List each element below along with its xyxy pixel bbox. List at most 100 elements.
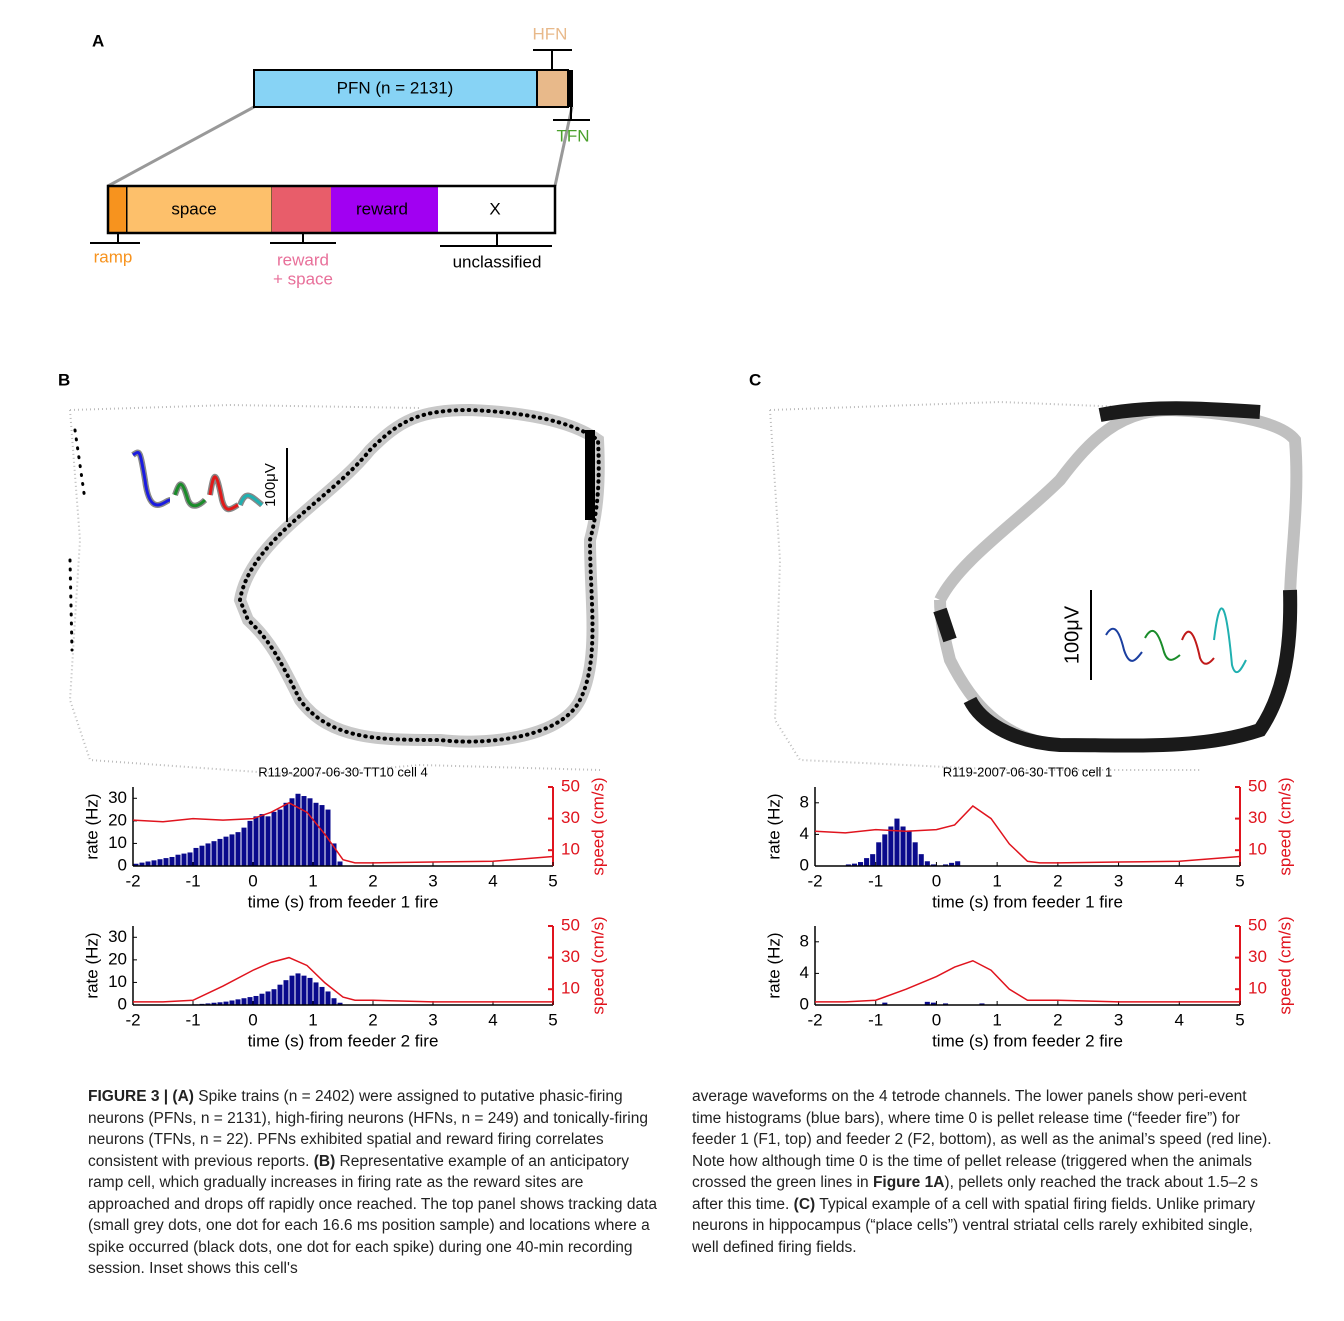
bar xyxy=(876,842,882,866)
space-label: space xyxy=(171,199,216,218)
bar xyxy=(259,814,265,866)
x-tick-label: -1 xyxy=(185,871,200,890)
waveform xyxy=(238,494,263,507)
x-tick-label: 5 xyxy=(548,871,557,890)
bracket xyxy=(440,233,552,247)
chart-title: R119-2007-06-30-TT06 cell 1 xyxy=(943,764,1113,779)
x-tick-label: 5 xyxy=(548,1010,557,1029)
reward-label: reward xyxy=(356,199,408,218)
bar xyxy=(241,998,247,1005)
bar xyxy=(307,798,313,866)
bar xyxy=(271,811,277,866)
y-tick-label: 0 xyxy=(800,994,809,1013)
bar xyxy=(205,1003,211,1005)
bar xyxy=(157,859,163,866)
x-label: X xyxy=(489,199,500,218)
bar xyxy=(313,802,319,866)
x-tick-label: 2 xyxy=(1053,871,1062,890)
waveform xyxy=(208,475,239,511)
bar xyxy=(247,997,253,1005)
y-tick-label: 4 xyxy=(800,824,809,843)
x-tick-label: 5 xyxy=(1235,1010,1244,1029)
bar xyxy=(211,841,217,866)
panel-label: A xyxy=(92,31,104,50)
x-tick-label: 2 xyxy=(1053,1010,1062,1029)
unclassified-box xyxy=(438,186,555,233)
y2-tick-label: 10 xyxy=(561,840,580,859)
x-axis-label: time (s) from feeder 2 fire xyxy=(932,1031,1123,1050)
bar xyxy=(271,989,277,1005)
bar xyxy=(181,853,187,866)
bar xyxy=(955,861,961,866)
tracking-grey xyxy=(233,403,605,748)
bar xyxy=(277,809,283,866)
reward-space-label: + space xyxy=(273,269,333,288)
reward-space-label: reward xyxy=(277,250,329,269)
scale-bar-label: 100μV xyxy=(1061,605,1083,664)
bar xyxy=(331,843,337,866)
x-tick-label: 0 xyxy=(932,1010,941,1029)
bar xyxy=(211,1002,217,1005)
x-tick-label: 4 xyxy=(1175,1010,1184,1029)
zoom-line xyxy=(107,105,255,188)
tracking-grey xyxy=(769,400,1201,771)
bar xyxy=(301,975,307,1005)
bar xyxy=(319,805,325,866)
bar xyxy=(949,862,955,866)
x-tick-label: 0 xyxy=(248,871,257,890)
bar xyxy=(851,863,857,866)
bar xyxy=(307,977,313,1005)
bar xyxy=(145,861,151,866)
pfn-box xyxy=(253,69,538,108)
bar xyxy=(259,993,265,1005)
bar xyxy=(235,832,241,866)
bar xyxy=(930,1002,936,1005)
y-tick-label: 10 xyxy=(108,833,127,852)
bracket xyxy=(533,49,572,70)
bar xyxy=(217,1002,223,1005)
y2-axis-label: speed (cm/s) xyxy=(1275,916,1294,1014)
bar xyxy=(894,818,900,866)
bar xyxy=(337,861,343,866)
bracket xyxy=(90,233,140,244)
tracking-grey xyxy=(934,403,1303,752)
x-tick-label: 1 xyxy=(992,871,1001,890)
speed-line xyxy=(815,959,1240,1003)
bar xyxy=(283,980,289,1005)
y-tick-label: 30 xyxy=(108,927,127,946)
y2-tick-label: 30 xyxy=(1248,808,1267,827)
bar xyxy=(888,826,894,866)
caption-text: average waveforms on the 4 tetrode chann… xyxy=(692,1088,1272,1191)
bar xyxy=(265,816,271,866)
waveform xyxy=(173,482,207,508)
bar xyxy=(979,1003,985,1005)
x-tick-label: 4 xyxy=(1175,871,1184,890)
x-tick-label: -2 xyxy=(807,1010,822,1029)
tfn-label: TFN xyxy=(556,126,589,145)
x-tick-label: 5 xyxy=(1235,871,1244,890)
x-tick-label: 3 xyxy=(1114,1010,1123,1029)
x-tick-label: 3 xyxy=(428,1010,437,1029)
bar xyxy=(870,854,876,866)
bar xyxy=(265,991,271,1005)
bar xyxy=(319,986,325,1005)
bar xyxy=(943,1003,949,1005)
y-tick-label: 0 xyxy=(800,855,809,874)
y-tick-label: 20 xyxy=(108,949,127,968)
bar xyxy=(882,834,888,866)
zoom-line xyxy=(553,106,574,187)
bar xyxy=(918,854,924,866)
waveform xyxy=(1181,630,1215,665)
x-axis-label: time (s) from feeder 1 fire xyxy=(248,892,439,911)
x-tick-label: -1 xyxy=(185,1010,200,1029)
caption-bold: (C) xyxy=(793,1195,816,1213)
spike-dots xyxy=(933,401,1298,753)
caption-text: Typical example of a cell with spatial f… xyxy=(692,1195,1256,1256)
bar xyxy=(247,820,253,866)
y2-tick-label: 30 xyxy=(1248,947,1267,966)
x-axis-label: time (s) from feeder 1 fire xyxy=(932,892,1123,911)
waveform xyxy=(1213,607,1247,674)
bar xyxy=(229,834,235,866)
